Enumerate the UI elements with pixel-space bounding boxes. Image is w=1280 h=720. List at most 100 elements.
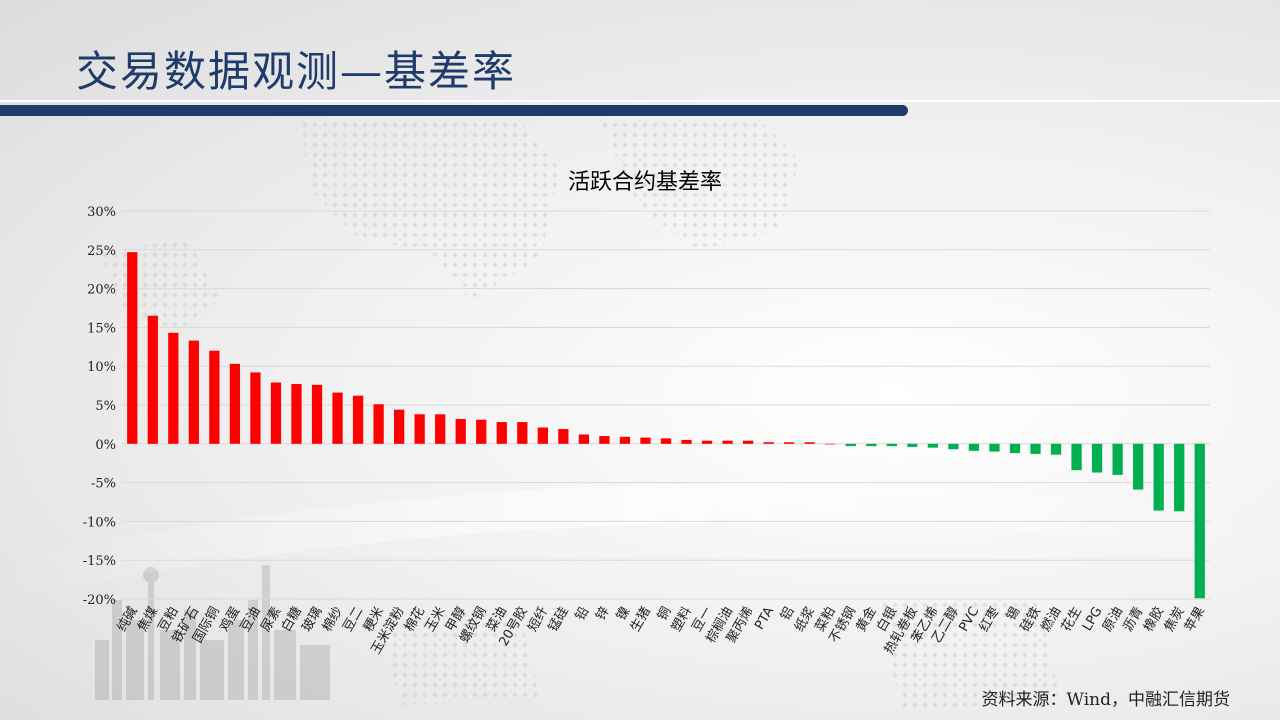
source-note: 资料来源：Wind，中融汇信期货 (981, 690, 1230, 710)
bar (742, 440, 754, 444)
x-tick-label: 焦煤 (135, 605, 161, 635)
y-tick-label: -20% (83, 593, 116, 608)
x-tick-label: 纸浆 (792, 605, 818, 635)
y-tick-label: 5% (95, 399, 116, 414)
y-tick-label: 25% (87, 244, 116, 259)
bar (989, 443, 1000, 452)
x-tick-label: 玉米 (423, 605, 449, 635)
x-tick-label: 玻璃 (299, 605, 325, 635)
bar (968, 443, 980, 451)
bar (660, 438, 672, 444)
header-accent-bar (0, 105, 908, 116)
bar (1153, 443, 1164, 511)
bar (188, 340, 199, 444)
x-tick-label: 锡 (1004, 605, 1023, 624)
x-tick-label: 苹果 (1182, 605, 1208, 635)
x-tick-label: 鸡蛋 (217, 604, 244, 635)
bar (1174, 443, 1185, 512)
x-tick-label: 豆油 (238, 605, 264, 635)
bar (927, 443, 938, 448)
header-divider (0, 100, 1280, 102)
bar (229, 363, 241, 444)
x-tick-label: 沥青 (1121, 605, 1147, 635)
bar (270, 382, 282, 444)
bar (763, 442, 774, 444)
x-tick-label: 白糖 (278, 604, 305, 635)
x-tick-label: 棉花 (401, 604, 428, 635)
x-tick-label: LPG (1080, 605, 1106, 634)
bar (147, 315, 158, 444)
bar (537, 427, 548, 444)
bar (209, 350, 220, 444)
bar (476, 419, 487, 444)
bar (948, 443, 959, 450)
bar (1194, 443, 1205, 599)
bar (311, 384, 323, 444)
x-tick-label: 短纤 (525, 605, 551, 635)
bar (681, 439, 692, 444)
bar (1030, 443, 1041, 454)
chart-title: 活跃合约基差率 (567, 170, 722, 195)
bar (250, 372, 261, 444)
bar (825, 443, 836, 445)
bar (722, 440, 733, 444)
y-tick-label: -15% (83, 554, 116, 569)
bar (1133, 443, 1144, 490)
y-tick-label: 15% (87, 321, 116, 336)
bar (578, 434, 590, 444)
x-tick-label: 硅铁 (1018, 605, 1044, 635)
bar (332, 392, 343, 444)
bar (1009, 443, 1021, 454)
x-tick-label: 红枣 (976, 604, 1003, 635)
bar (291, 384, 302, 444)
y-tick-label: 20% (87, 283, 116, 298)
x-tick-label: 生猪 (628, 605, 654, 635)
bar (394, 409, 405, 444)
x-tick-label: 橡胶 (1140, 604, 1167, 635)
x-tick-label: 镍 (614, 605, 633, 624)
bar (1112, 443, 1123, 475)
bar (352, 395, 364, 444)
bar (517, 422, 528, 444)
x-tick-label: 锰硅 (546, 605, 572, 635)
bar (845, 443, 856, 447)
y-tick-label: 0% (95, 438, 116, 453)
y-tick-label: -5% (91, 477, 116, 492)
bar (907, 443, 918, 447)
x-tick-label: 铅 (573, 605, 592, 624)
x-tick-label: 焦炭 (1162, 605, 1188, 635)
bar (168, 332, 179, 444)
x-tick-label: PTA (752, 604, 777, 632)
bar (1091, 443, 1103, 473)
bar (886, 443, 897, 447)
x-tick-label: 棉纱 (320, 605, 346, 635)
bar (640, 437, 651, 444)
bar (127, 252, 138, 444)
bar (496, 422, 507, 444)
bar (558, 429, 569, 444)
x-tick-label: PVC (956, 605, 982, 635)
bar (619, 436, 631, 444)
bar (435, 414, 446, 444)
x-tick-label: 燃油 (1038, 604, 1065, 635)
y-tick-label: 30% (87, 205, 116, 220)
x-tick-label: 铝 (778, 605, 797, 624)
bar (1071, 443, 1082, 471)
bar (599, 436, 610, 444)
x-tick-label: 塑料 (669, 605, 695, 635)
y-tick-label: 10% (87, 360, 116, 375)
bar (455, 418, 466, 444)
x-tick-label: 豆二 (341, 605, 367, 635)
y-tick-label: -10% (83, 515, 116, 530)
x-tick-label: 纯碱 (115, 605, 141, 635)
bar (414, 414, 425, 444)
bar (1050, 443, 1062, 455)
slide-title: 交易数据观测—基差率 (76, 47, 517, 96)
bar (373, 404, 384, 444)
bar (701, 440, 713, 444)
x-tick-label: 花生 (1058, 604, 1085, 635)
x-tick-label: 原油 (1100, 605, 1126, 635)
x-tick-label: 黄金 (853, 604, 880, 635)
x-tick-label: 锌 (593, 605, 612, 624)
